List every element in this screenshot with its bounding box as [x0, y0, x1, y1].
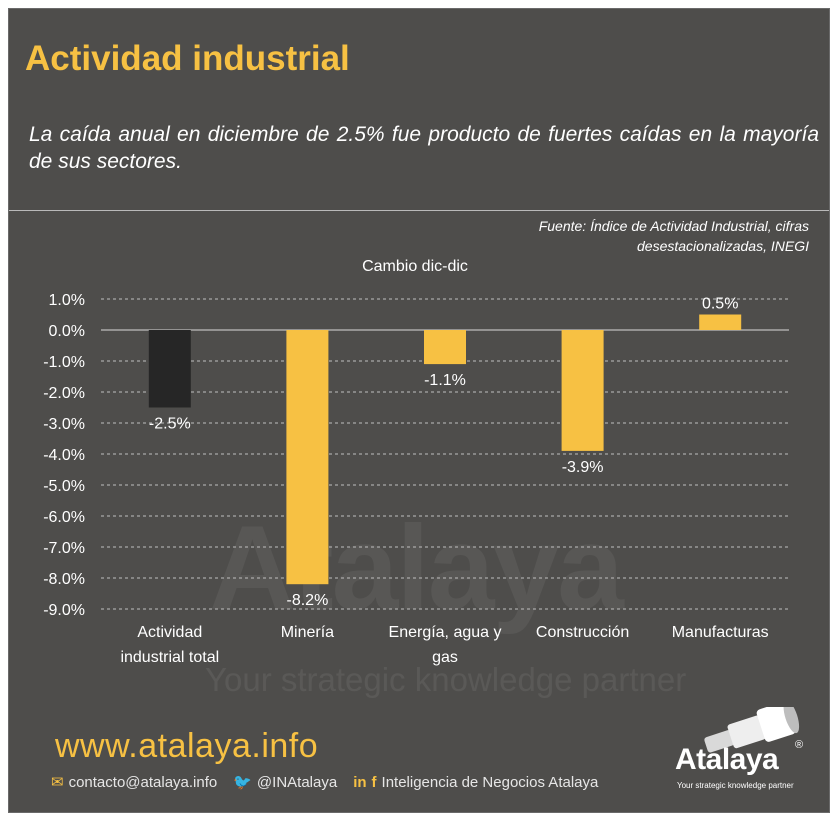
page-title: Actividad industrial [25, 39, 350, 78]
bar [148, 330, 191, 408]
logo-wordmark: Atalaya [675, 743, 779, 776]
contact-bar: ✉ contacto@atalaya.info 🐦 @INAtalaya in … [51, 773, 599, 792]
registered-mark: ® [795, 739, 804, 751]
linkedin-icon: in [353, 773, 367, 791]
company-link[interactable]: Inteligencia de Negocios Atalaya [381, 773, 599, 791]
x-category-label: gas [432, 649, 458, 666]
source-note: Fuente: Índice de Actividad Industrial, … [389, 216, 809, 256]
y-tick-label: -9.0% [43, 602, 85, 619]
x-category-label: Actividad [137, 624, 202, 641]
twitter-bird-icon: 🐦 [233, 774, 252, 791]
telescope-logo-icon [704, 707, 800, 753]
x-category-label: Minería [281, 624, 334, 641]
twitter-link[interactable]: @INAtalaya [256, 773, 338, 791]
x-category-label: Energía, agua y [389, 624, 502, 641]
source-line-2: desestacionalizadas, INEGI [637, 238, 809, 254]
data-label: -2.5% [149, 416, 191, 433]
y-tick-label: -3.0% [43, 416, 85, 433]
bar-chart: Cambio dic-dic 1.0% 0.0% -1.0% -2.0% -3.0% -4.… [43, 258, 789, 666]
bar [424, 330, 466, 365]
envelope-icon: ✉ [51, 774, 64, 791]
y-tick-label: 1.0% [49, 292, 85, 309]
y-tick-label: -6.0% [43, 509, 85, 526]
x-category-label: industrial total [120, 649, 219, 666]
page-subtitle: La caída anual en diciembre de 2.5% fue … [29, 123, 819, 173]
source-line-1: Fuente: Índice de Actividad Industrial, … [538, 218, 809, 234]
bar [699, 314, 742, 330]
data-label: -3.9% [562, 459, 604, 476]
x-category-label: Construcción [536, 624, 629, 641]
email-link[interactable]: contacto@atalaya.info [68, 773, 218, 791]
y-tick-label: -7.0% [43, 540, 85, 557]
data-label: 0.5% [702, 296, 738, 313]
y-tick-label: -4.0% [43, 447, 85, 464]
x-category-label: Manufacturas [672, 624, 769, 641]
logo-tagline: Your strategic knowledge partner [677, 781, 794, 790]
y-tick-label: -8.0% [43, 571, 85, 588]
y-tick-label: 0.0% [49, 323, 85, 340]
y-tick-label: -5.0% [43, 478, 85, 495]
header-divider [9, 210, 829, 211]
infographic-card: Atalaya Your strategic knowledge partner… [8, 8, 830, 813]
chart-title: Cambio dic-dic [362, 258, 468, 275]
data-label: -8.2% [287, 592, 329, 609]
y-tick-label: -2.0% [43, 385, 85, 402]
bar [561, 330, 604, 451]
watermark-logo: Atalaya [209, 501, 624, 635]
bar [286, 330, 329, 585]
watermark-tagline: Your strategic knowledge partner [205, 661, 687, 698]
y-tick-label: -1.0% [43, 354, 85, 371]
facebook-icon: f [371, 773, 377, 791]
data-label: -1.1% [424, 372, 466, 389]
website-link[interactable]: www.atalaya.info [55, 727, 319, 765]
